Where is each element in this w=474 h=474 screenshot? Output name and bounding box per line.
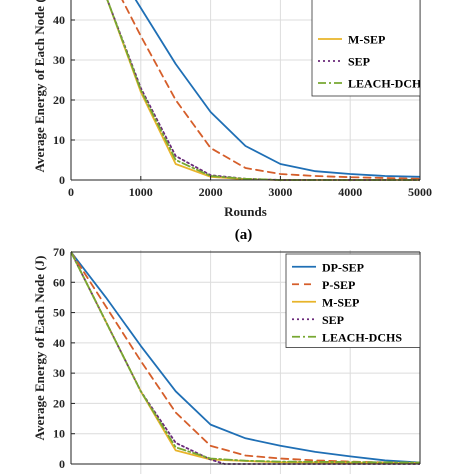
legend-label-p-sep: P-SEP	[322, 278, 355, 292]
series-line-dp-sep	[134, 0, 420, 178]
y-tick-label: 30	[53, 53, 65, 67]
y-tick-label: 40	[53, 13, 65, 27]
x-tick-label: 5000	[408, 185, 432, 199]
chart-panel-2: 0 10 20 30 40 50 60 70 Average Energy of Each No…	[32, 245, 421, 474]
y-tick-label: 10	[53, 133, 65, 147]
legend: DP-SEP P-SEP M-SEP SEP LEACH-DCHS	[285, 253, 420, 348]
panel-label: (a)	[235, 227, 253, 243]
y-tick-label: 0	[59, 457, 65, 471]
x-tick-label: 4000	[338, 185, 362, 199]
x-tick-label: 2000	[199, 185, 223, 199]
legend-label-dp-sep: DP-SEP	[322, 260, 364, 274]
y-tick-label: 10	[53, 427, 65, 441]
legend-label-sep: SEP	[322, 313, 344, 327]
legend-box	[285, 253, 420, 348]
y-tick-label: 30	[53, 366, 65, 380]
y-axis-label: Average Energy of Each Node (J)	[32, 256, 47, 441]
legend: M-SEP SEP LEACH-DCHS	[311, 0, 428, 97]
series-line-p-sep	[121, 0, 420, 180]
y-tick-label: 0	[59, 173, 65, 187]
series-line-p-sep	[71, 251, 420, 465]
y-tick-label: 50	[53, 306, 65, 320]
legend-label-leach-dchs: LEACH-DCHS	[322, 330, 402, 344]
x-tick-label: 3000	[268, 185, 292, 199]
chart-panel-1: 0 10 20 30 40 0 1000 2000 3000 4000 5000 Rounds Aver…	[32, 0, 432, 243]
legend-label-m-sep: M-SEP	[322, 295, 359, 309]
legend-label-sep: SEP	[348, 55, 370, 69]
y-axis-label: Average Energy of Each Node (J)	[32, 0, 47, 172]
legend-box	[311, 0, 420, 97]
y-tick-label: 20	[53, 93, 65, 107]
series-line-dp-sep	[71, 251, 420, 464]
legend-label-leach-dchs: LEACH-DCHS	[348, 77, 428, 91]
y-tick-label: 20	[53, 396, 65, 410]
x-tick-label: 0	[68, 185, 74, 199]
y-tick-label: 60	[53, 275, 65, 289]
series-line-leach-dchs	[71, 251, 420, 464]
x-tick-label: 1000	[129, 185, 153, 199]
x-axis-label: Rounds	[224, 204, 267, 219]
legend-label-m-sep: M-SEP	[348, 33, 385, 47]
y-tick-label: 70	[53, 245, 65, 259]
y-tick-label: 40	[53, 336, 65, 350]
